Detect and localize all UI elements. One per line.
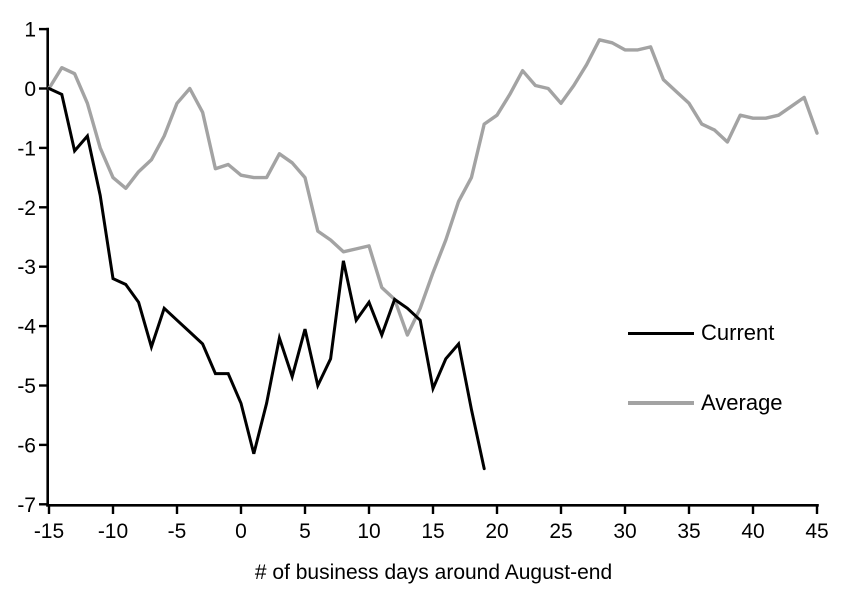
x-axis-title: # of business days around August-end bbox=[254, 561, 613, 584]
x-tick-label: -10 bbox=[98, 520, 128, 543]
x-tick-label: 10 bbox=[357, 520, 380, 543]
x-tick-label: 25 bbox=[549, 520, 572, 543]
legend-item-current: Current bbox=[628, 320, 774, 346]
x-tick-label: 0 bbox=[235, 520, 247, 543]
x-tick-label: -15 bbox=[34, 520, 64, 543]
x-tick-label: -5 bbox=[168, 520, 187, 543]
x-tick-label: 20 bbox=[485, 520, 508, 543]
legend-label-current: Current bbox=[701, 320, 775, 345]
x-tick-label: 15 bbox=[421, 520, 444, 543]
x-tick-label: 45 bbox=[805, 520, 828, 543]
y-tick-label: -1 bbox=[17, 137, 36, 160]
x-tick-label: 35 bbox=[677, 520, 700, 543]
y-tick-label: -5 bbox=[17, 375, 36, 398]
y-tick-label: 0 bbox=[24, 78, 36, 101]
series-line-average bbox=[47, 38, 819, 337]
legend-item-average: Average bbox=[628, 390, 783, 416]
legend-label-average: Average bbox=[701, 390, 783, 415]
x-tick-label: 30 bbox=[613, 520, 636, 543]
x-tick-label: 40 bbox=[741, 520, 764, 543]
y-tick-label: 1 bbox=[24, 19, 36, 42]
legend-line-current bbox=[628, 331, 694, 335]
y-tick-label: -7 bbox=[17, 494, 36, 517]
series-line-current bbox=[47, 87, 486, 471]
y-tick-label: -4 bbox=[17, 316, 36, 339]
legend-line-average bbox=[628, 401, 694, 405]
y-tick-label: -2 bbox=[17, 197, 36, 220]
y-tick-label: -3 bbox=[17, 256, 36, 279]
x-tick-label: 5 bbox=[299, 520, 311, 543]
y-tick-label: -6 bbox=[17, 434, 36, 457]
